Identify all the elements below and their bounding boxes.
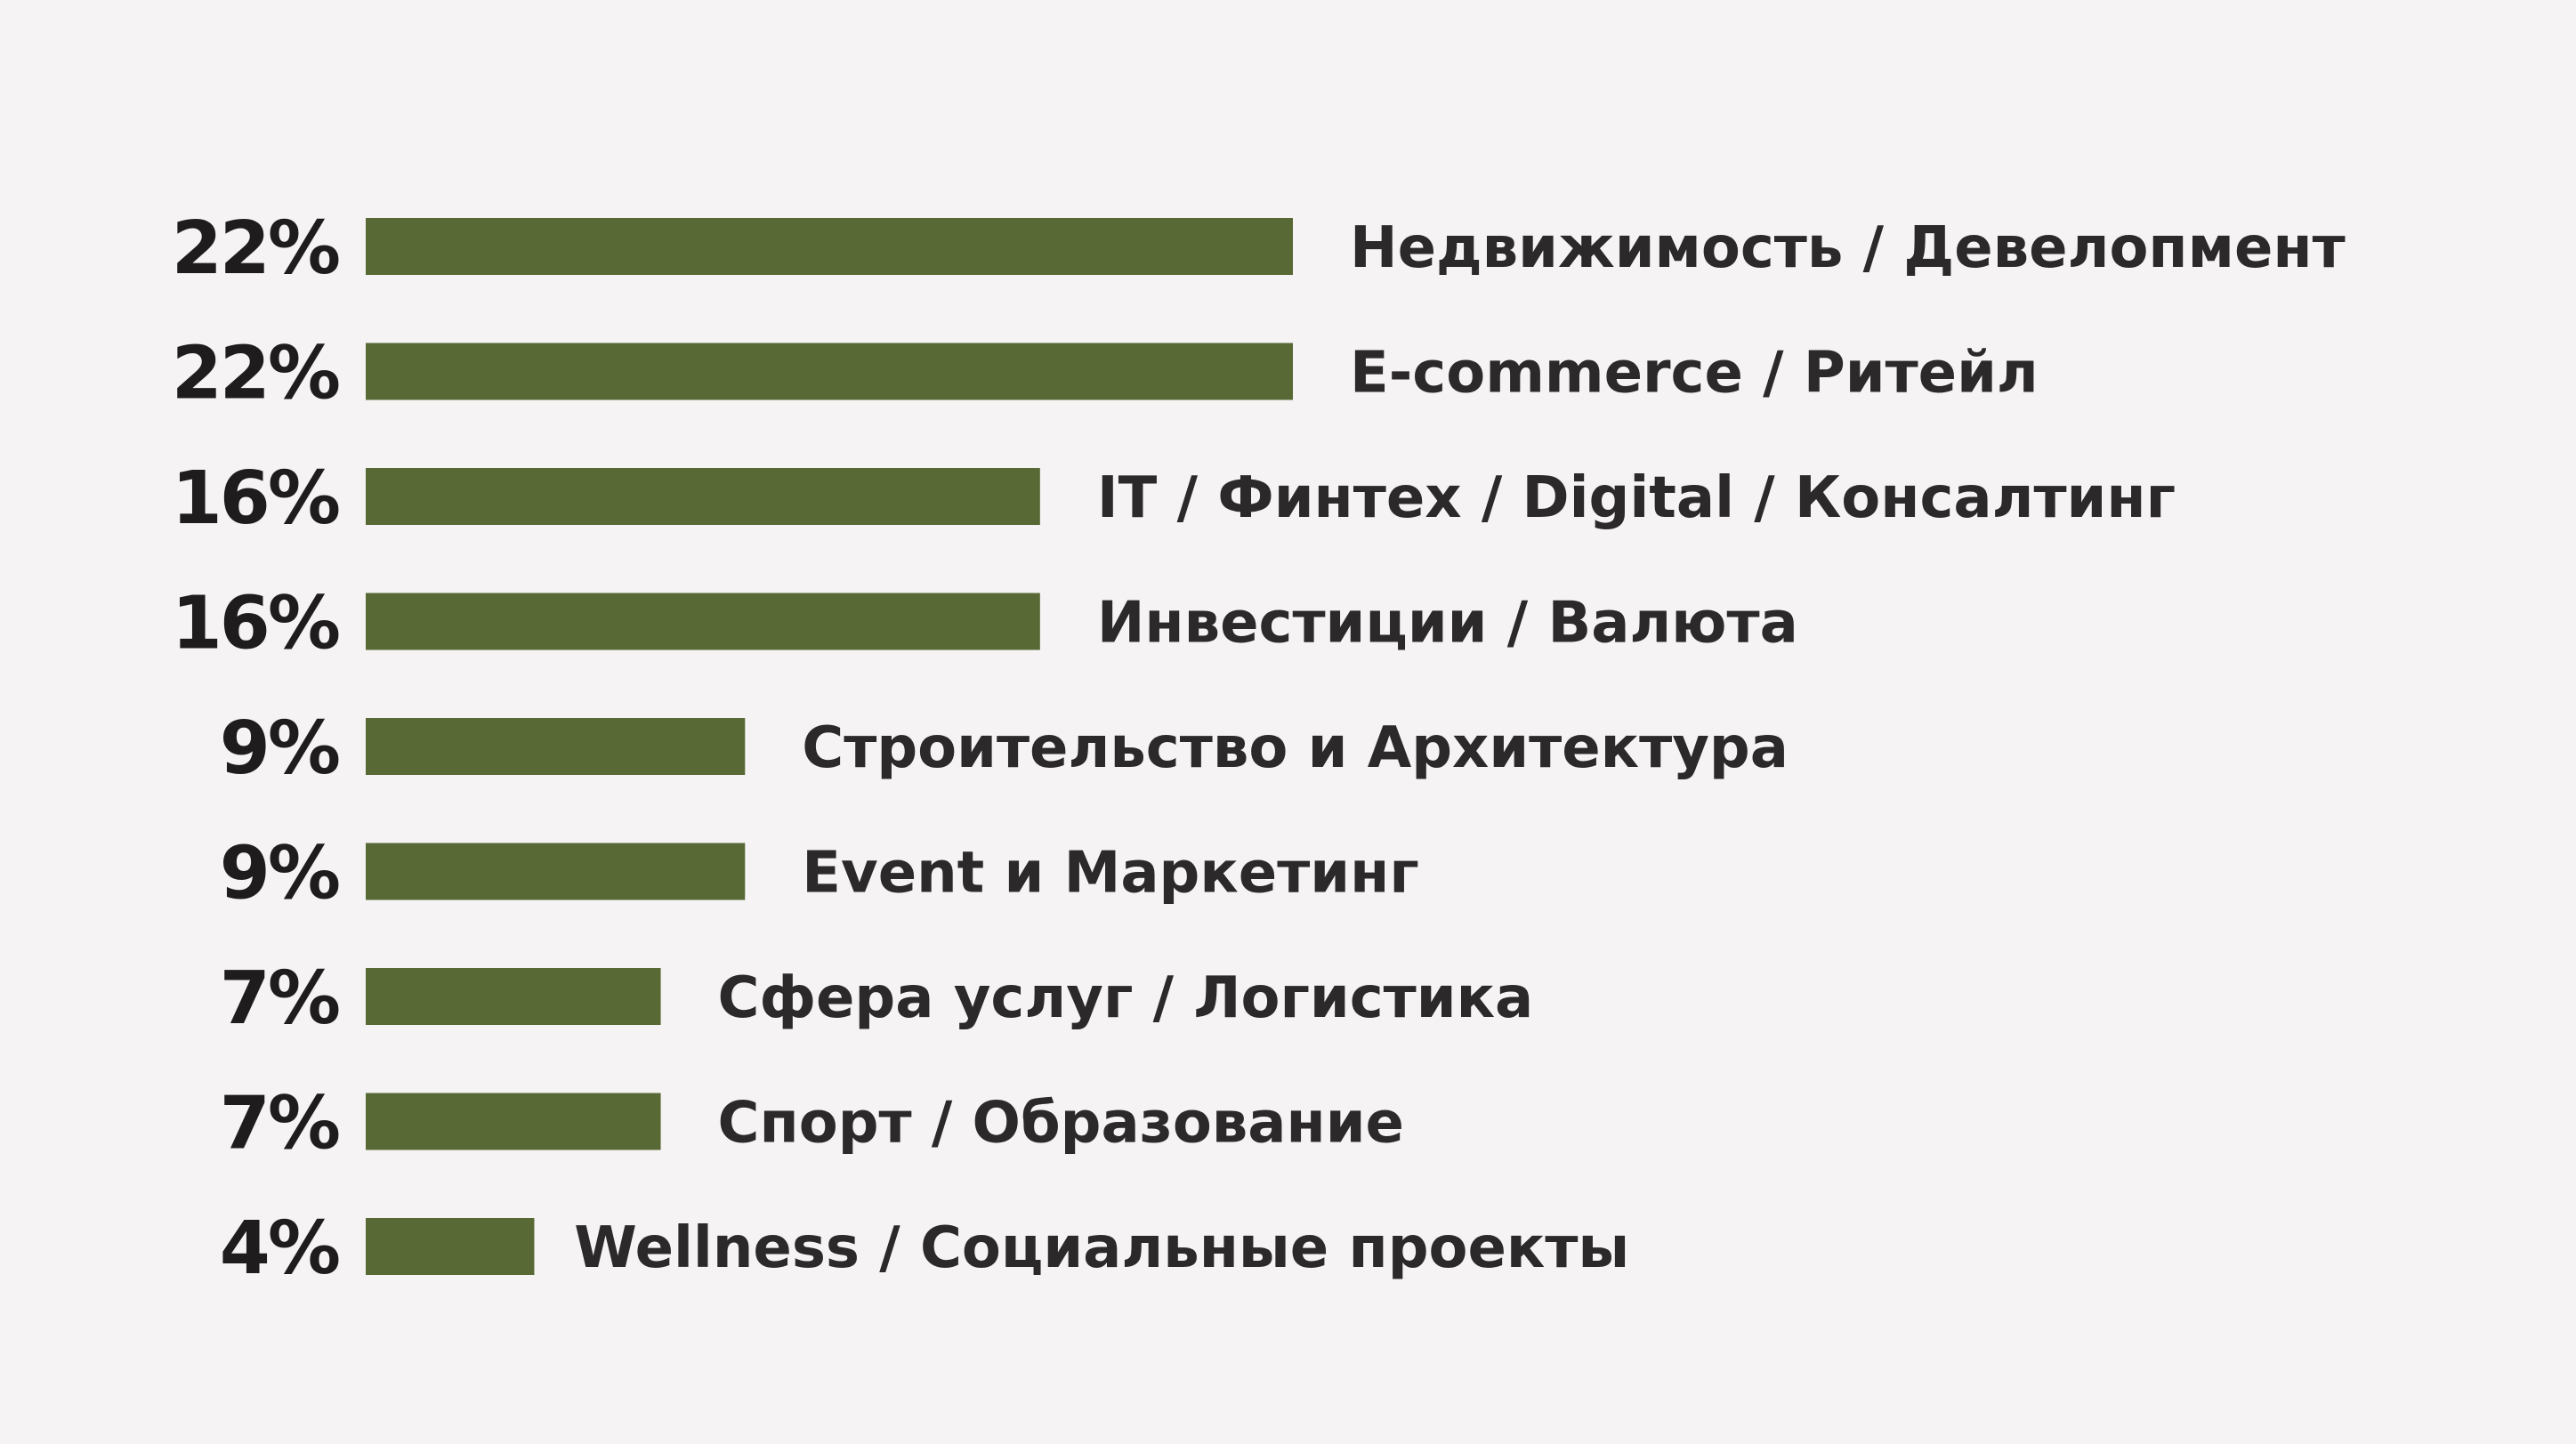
category-label: Сфера услуг / Логистика (718, 965, 1534, 1031)
bar-row: 9% Event и Маркетинг (220, 832, 1419, 916)
category-label: IT / Финтех / Digital / Консалтинг (1097, 465, 2176, 531)
value-label: 9% (220, 706, 339, 791)
bar (366, 218, 1293, 275)
bar-row: 7% Спорт / Образование (220, 1082, 1404, 1166)
value-label: 7% (220, 956, 339, 1041)
bar-row: 9% Строительство и Архитектура (220, 706, 1789, 791)
bar (366, 718, 746, 775)
category-label: Инвестиции / Валюта (1097, 591, 1798, 657)
category-label: Спорт / Образование (718, 1091, 1404, 1157)
value-label: 9% (220, 832, 339, 916)
bar-row: 16% Инвестиции / Валюта (172, 582, 1798, 666)
category-label: Event и Маркетинг (802, 841, 1419, 907)
bar-row: 22% E-commerce / Ритейл (172, 332, 2039, 416)
bar-row: 16% IT / Финтех / Digital / Консалтинг (172, 456, 2176, 541)
bar (366, 343, 1293, 400)
value-label: 22% (172, 332, 339, 416)
bar (366, 593, 1040, 650)
bar (366, 843, 746, 900)
bar-row: 22% Недвижимость / Девелопмент (172, 206, 2346, 291)
value-label: 4% (220, 1206, 339, 1291)
category-label: Wellness / Социальные проекты (574, 1215, 1629, 1281)
value-label: 22% (172, 206, 339, 291)
bar-row: 4% Wellness / Социальные проекты (220, 1206, 1630, 1291)
value-label: 16% (172, 456, 339, 541)
bar (366, 468, 1040, 525)
bars-layer: 22% Недвижимость / Девелопмент 22% E-commer… (172, 206, 2346, 1291)
bar-row: 7% Сфера услуг / Логистика (220, 956, 1533, 1041)
value-label: 16% (172, 582, 339, 666)
category-label: Недвижимость / Девелопмент (1350, 215, 2346, 281)
bar (366, 1218, 535, 1275)
bar (366, 968, 661, 1025)
category-label: E-commerce / Ритейл (1350, 341, 2039, 407)
category-label: Строительство и Архитектура (802, 715, 1789, 781)
value-label: 7% (220, 1082, 339, 1166)
bar (366, 1093, 661, 1150)
